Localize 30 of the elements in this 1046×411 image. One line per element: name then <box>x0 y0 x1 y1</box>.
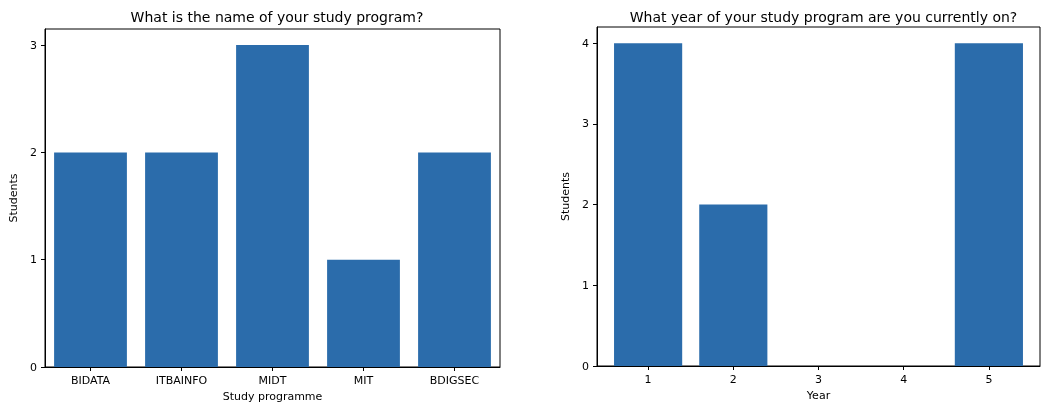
bar <box>145 152 218 367</box>
chart-title: What year of your study program are you currently on? <box>629 9 1018 25</box>
x-tick-label: 4 <box>900 373 908 386</box>
x-tick-label: 3 <box>815 373 822 386</box>
x-tick-label: ITBAINFO <box>155 374 208 387</box>
y-tick-label: 1 <box>30 253 37 267</box>
y-tick-label: 3 <box>582 117 589 131</box>
chart-title: What is the name of your study program? <box>130 9 424 25</box>
bar <box>327 259 400 367</box>
y-tick-label: 1 <box>582 278 589 292</box>
y-tick-label: 0 <box>30 360 37 374</box>
y-tick-label: 2 <box>30 145 37 159</box>
x-axis-title: Year <box>805 388 831 402</box>
y-axis-title: Students <box>559 171 572 222</box>
y-tick-label: 2 <box>582 198 589 212</box>
x-tick-label: 5 <box>985 373 993 386</box>
x-tick-label: 1 <box>644 373 652 386</box>
x-tick-label: BDIGSEC <box>429 374 480 387</box>
x-axis-title: Study programme <box>222 389 323 403</box>
x-tick-label: MIDT <box>258 374 287 387</box>
bar <box>418 152 491 367</box>
y-tick-label: 4 <box>582 36 589 50</box>
x-tick-label: BIDATA <box>70 374 111 387</box>
y-tick-label: 0 <box>582 359 589 373</box>
y-axis-title: Students <box>7 173 20 223</box>
x-tick-label: 2 <box>729 373 737 386</box>
y-tick-label: 3 <box>30 38 37 52</box>
bar <box>54 152 127 367</box>
x-tick-label: MIT <box>353 374 374 387</box>
bar <box>236 45 309 367</box>
